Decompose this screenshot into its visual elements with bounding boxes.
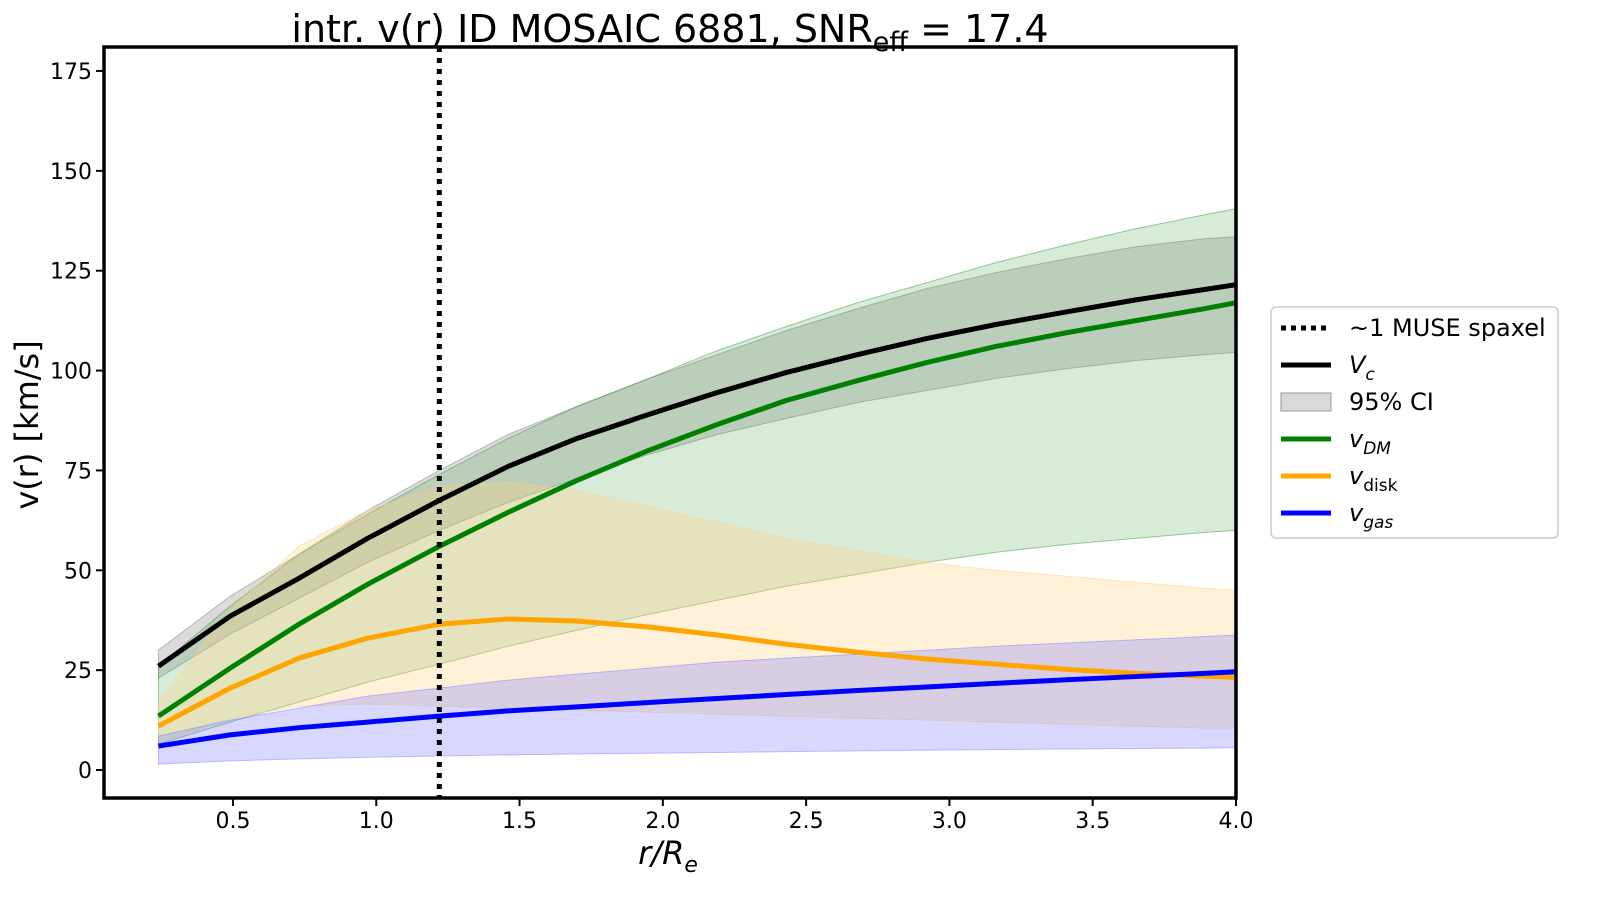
plot-frame — [102, 45, 1238, 800]
series-line-c — [157, 282, 1237, 669]
series-line-disk — [157, 616, 1237, 729]
x-tick-label: 3.5 — [1075, 809, 1110, 834]
x-tick-label: 2.0 — [645, 809, 680, 834]
legend-box — [1270, 306, 1559, 539]
legend-label: vdisk — [1349, 462, 1398, 496]
legend-label-main: ~1 MUSE spaxel — [1349, 314, 1546, 342]
y-tick-label: 175 — [50, 60, 92, 85]
y-tick-label: 25 — [64, 659, 92, 684]
legend-label-subscript: gas — [1363, 513, 1393, 533]
legend-label-subscript: disk — [1363, 476, 1397, 496]
x-tick-label: 1.0 — [359, 809, 394, 834]
x-axis-label: r/Re — [638, 834, 698, 878]
x-axis-ticks: 0.5 1.0 1.5 2.0 2.5 3.0 3.5 4.0 — [215, 798, 1254, 834]
y-tick-label: 0 — [78, 759, 92, 784]
legend-label-main: 95% CI — [1349, 388, 1434, 416]
y-axis-label: v(r) [km/s] — [8, 340, 46, 509]
x-axis-label-main: r/R — [638, 834, 684, 872]
y-tick-label: 125 — [50, 260, 92, 285]
title-subscript: eff — [873, 27, 910, 58]
y-tick-label: 50 — [64, 559, 92, 584]
series-line-gas — [158, 669, 1237, 749]
x-tick-label: 0.5 — [215, 809, 250, 834]
x-axis-label-subscript: e — [684, 853, 698, 878]
legend-label-main: v — [1349, 425, 1364, 453]
legend-label: Vc — [1349, 351, 1375, 385]
x-tick-label: 1.5 — [502, 809, 537, 834]
legend-label-subscript: c — [1365, 365, 1375, 385]
confidence-bands — [157, 208, 1237, 765]
legend-label-main: v — [1349, 499, 1364, 527]
x-tick-label: 2.5 — [789, 809, 824, 834]
legend-label: 95% CI — [1349, 388, 1434, 416]
series-line-dm — [157, 300, 1237, 719]
y-tick-label: 75 — [64, 459, 92, 484]
legend-label-subscript: DM — [1363, 439, 1391, 459]
y-tick-label: 100 — [50, 360, 92, 385]
legend-label-main: V — [1349, 351, 1367, 379]
chart-title: intr. v(r) ID MOSAIC 6881, SNReff = 17.4 — [291, 7, 1048, 58]
legend-label-main: v — [1349, 462, 1364, 490]
legend-label: ~1 MUSE spaxel — [1349, 314, 1546, 342]
x-tick-label: 4.0 — [1219, 809, 1254, 834]
legend-label: vDM — [1349, 425, 1391, 459]
series-lines — [157, 282, 1237, 749]
legend-label: vgas — [1349, 499, 1393, 533]
title-main: intr. v(r) ID MOSAIC 6881, SNR — [291, 7, 872, 51]
x-tick-label: 3.0 — [932, 809, 967, 834]
legend-handle-patch — [1280, 392, 1332, 412]
title-value: = 17.4 — [908, 7, 1049, 51]
y-axis-ticks: 0 25 50 75 100 125 150 175 — [50, 60, 104, 784]
y-tick-label: 150 — [50, 160, 92, 185]
